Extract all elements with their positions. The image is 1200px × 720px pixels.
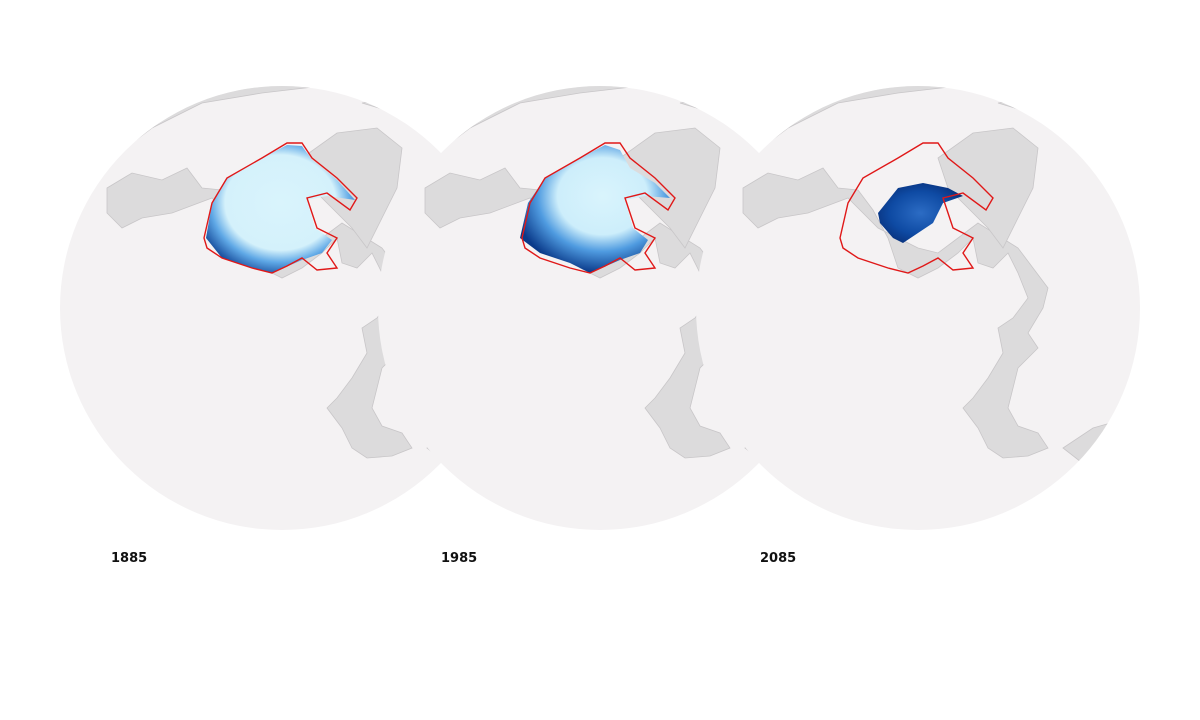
globe-1985 (378, 83, 822, 530)
year-label: 1885 (111, 551, 147, 566)
sea-ice (206, 145, 355, 273)
sea-ice (878, 183, 963, 243)
year-label: 2085 (760, 551, 796, 566)
sea-ice (520, 145, 670, 273)
globe-1885 (60, 83, 504, 530)
year-label: 1985 (441, 551, 477, 566)
globe-2085 (696, 83, 1140, 530)
